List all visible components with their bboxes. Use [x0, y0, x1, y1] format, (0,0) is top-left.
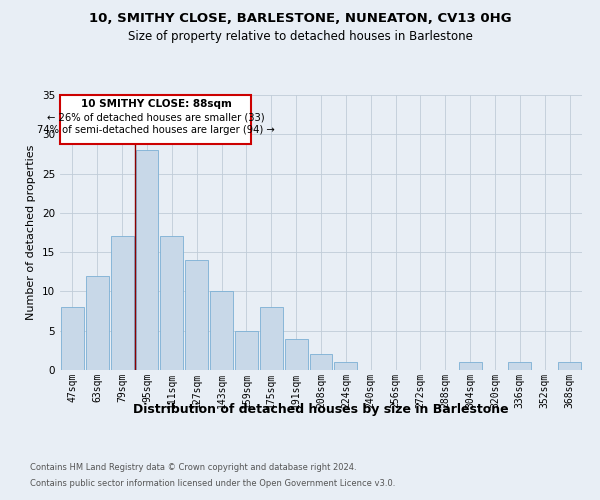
Bar	[210, 292, 233, 370]
Bar	[508, 362, 531, 370]
Text: Size of property relative to detached houses in Barlestone: Size of property relative to detached ho…	[128, 30, 472, 43]
Bar	[61, 307, 84, 370]
Y-axis label: Number of detached properties: Number of detached properties	[26, 145, 37, 320]
Bar	[260, 307, 283, 370]
Bar	[310, 354, 332, 370]
Bar	[111, 236, 134, 370]
Bar	[160, 236, 183, 370]
FancyBboxPatch shape	[61, 95, 251, 144]
Text: 74% of semi-detached houses are larger (94) →: 74% of semi-detached houses are larger (…	[37, 125, 275, 135]
Bar	[86, 276, 109, 370]
Text: Contains HM Land Registry data © Crown copyright and database right 2024.: Contains HM Land Registry data © Crown c…	[30, 464, 356, 472]
Bar	[558, 362, 581, 370]
Bar	[185, 260, 208, 370]
Bar	[136, 150, 158, 370]
Bar	[334, 362, 357, 370]
Bar	[285, 338, 308, 370]
Bar	[235, 330, 258, 370]
Text: 10, SMITHY CLOSE, BARLESTONE, NUNEATON, CV13 0HG: 10, SMITHY CLOSE, BARLESTONE, NUNEATON, …	[89, 12, 511, 26]
Bar	[459, 362, 482, 370]
Text: Contains public sector information licensed under the Open Government Licence v3: Contains public sector information licen…	[30, 478, 395, 488]
Text: Distribution of detached houses by size in Barlestone: Distribution of detached houses by size …	[133, 402, 509, 415]
Text: ← 26% of detached houses are smaller (33): ← 26% of detached houses are smaller (33…	[47, 112, 265, 122]
Text: 10 SMITHY CLOSE: 88sqm: 10 SMITHY CLOSE: 88sqm	[80, 99, 232, 109]
